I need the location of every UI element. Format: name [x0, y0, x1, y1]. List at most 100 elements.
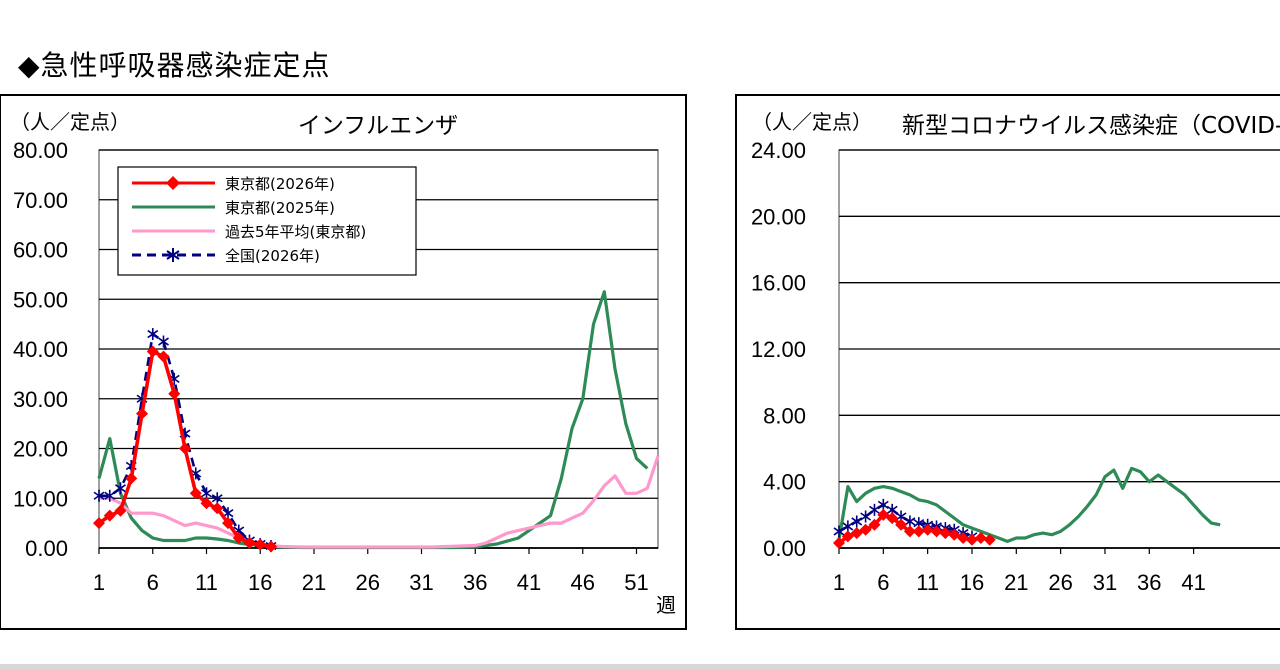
covid-y-axis-label: （人／定点） [752, 110, 872, 134]
influenza-x-tick-label: 16 [248, 570, 272, 595]
covid-y-tick-label: 24.00 [751, 138, 806, 163]
influenza-point-diamond [93, 517, 105, 530]
covid-point-diamond [930, 525, 943, 538]
influenza-y-tick-label: 50.00 [13, 287, 68, 312]
legend-asterisk-marker [166, 248, 180, 262]
influenza-y-axis-label: （人／定点） [10, 110, 130, 134]
influenza-point-diamond [232, 532, 245, 545]
covid-point-diamond [957, 532, 970, 545]
covid-x-tick-label: 1 [833, 570, 845, 595]
covid-x-tick-label: 21 [1004, 570, 1028, 595]
covid-x-tick-label: 31 [1093, 570, 1117, 595]
covid-series-line-1 [837, 466, 1221, 544]
influenza-point-diamond [114, 504, 127, 517]
covid-point-asterisk [851, 515, 863, 528]
covid-point-diamond [921, 523, 934, 536]
influenza-point-diamond [265, 540, 277, 553]
influenza-point-diamond [103, 509, 116, 522]
influenza-point-asterisk [147, 328, 159, 341]
covid-x-tick-label: 41 [1181, 570, 1205, 595]
legend-label-tokyo-2026: 東京都(2026年) [225, 175, 335, 193]
influenza-point-diamond [200, 497, 213, 510]
covid-point-diamond [974, 532, 987, 545]
covid-x-tick-label: 16 [960, 570, 984, 595]
legend-diamond-marker [166, 176, 180, 190]
legend-label-tokyo-2025: 東京都(2025年) [225, 199, 335, 217]
covid-y-tick-label: 20.00 [751, 204, 806, 229]
influenza-y-tick-label: 30.00 [13, 387, 68, 412]
covid-x-tick-label: 6 [877, 570, 889, 595]
influenza-x-tick-label: 6 [147, 570, 159, 595]
influenza-point-diamond [168, 387, 181, 400]
influenza-point-diamond [254, 538, 267, 551]
legend-box [117, 166, 417, 276]
influenza-point-asterisk [104, 489, 116, 502]
influenza-point-diamond [125, 472, 138, 485]
covid-plot-grid [838, 149, 1280, 549]
covid-y-tick-label: 16.00 [751, 271, 806, 296]
influenza-x-tick-label: 1 [93, 570, 105, 595]
influenza-legend: 東京都(2026年) 東京都(2025年) 過去5年平均(東京都) 全国(202… [117, 166, 417, 276]
influenza-y-tick-label: 10.00 [13, 486, 68, 511]
influenza-x-tick-label: 46 [571, 570, 595, 595]
influenza-point-asterisk [115, 482, 126, 495]
influenza-x-ticks: 1 6 11 16 21 26 31 36 41 46 51 [93, 548, 649, 595]
covid-point-diamond [859, 523, 872, 536]
covid-y-tick-label: 4.00 [763, 470, 806, 495]
covid-point-diamond [912, 525, 925, 538]
influenza-point-diamond [146, 345, 159, 358]
influenza-chart-title: インフルエンザ [298, 113, 458, 139]
covid-point-diamond [903, 525, 916, 538]
influenza-x-tick-label: 41 [517, 570, 541, 595]
covid-point-diamond [965, 533, 978, 546]
covid-point-diamond [877, 508, 890, 521]
influenza-y-tick-label: 60.00 [13, 238, 68, 263]
influenza-x-tick-label: 11 [195, 570, 218, 595]
covid-point-asterisk [869, 503, 880, 516]
covid-y-tick-label: 12.00 [751, 337, 806, 362]
influenza-point-diamond [179, 442, 191, 455]
influenza-point-asterisk [93, 489, 105, 502]
influenza-point-diamond [211, 502, 224, 515]
covid-point-diamond [948, 528, 961, 541]
covid-point-asterisk [833, 525, 845, 538]
influenza-y-tick-label: 20.00 [13, 437, 68, 462]
covid-series [833, 466, 1221, 550]
influenza-y-tick-label: 80.00 [13, 138, 68, 163]
influenza-y-tick-label: 0.00 [25, 536, 68, 561]
influenza-point-diamond [157, 350, 170, 363]
influenza-y-tick-label: 70.00 [13, 188, 68, 213]
influenza-x-axis-label: 週 [656, 593, 676, 617]
influenza-x-tick-label: 36 [463, 570, 487, 595]
influenza-point-diamond [189, 487, 202, 500]
influenza-y-ticks: 0.00 10.00 20.00 30.00 40.00 50.00 60.00 70.00 8… [13, 138, 68, 561]
influenza-series-line-2 [99, 455, 660, 549]
covid-point-asterisk [860, 510, 872, 523]
page-title: ◆急性呼吸器感染症定点 [18, 49, 331, 82]
covid-x-tick-label: 11 [916, 570, 939, 595]
legend-label-national-2026: 全国(2026年) [225, 247, 320, 265]
influenza-series [93, 290, 660, 553]
covid-y-tick-label: 8.00 [763, 403, 806, 428]
covid-x-ticks: 1 6 11 16 21 26 31 36 41 [833, 548, 1206, 595]
covid-point-diamond [868, 518, 881, 531]
covid-x-tick-label: 36 [1137, 570, 1161, 595]
legend-label-5yr-avg: 過去5年平均(東京都) [225, 223, 366, 241]
influenza-x-tick-label: 21 [302, 570, 326, 595]
covid-y-ticks: 0.00 4.00 8.00 12.00 16.00 20.00 24.00 [751, 138, 806, 561]
covid-point-diamond [833, 537, 845, 550]
covid-point-diamond [983, 533, 996, 546]
influenza-y-tick-label: 40.00 [13, 337, 68, 362]
covid-x-tick-label: 26 [1048, 570, 1072, 595]
covid-point-diamond [850, 527, 863, 540]
influenza-point-diamond [222, 517, 234, 530]
influenza-point-diamond [136, 407, 148, 420]
influenza-point-diamond [243, 537, 256, 550]
covid-point-diamond [886, 512, 899, 525]
influenza-x-tick-label: 51 [624, 570, 648, 595]
covid-point-diamond [841, 530, 854, 543]
influenza-x-tick-label: 26 [356, 570, 380, 595]
covid-point-diamond [895, 518, 908, 531]
influenza-point-asterisk [158, 335, 169, 348]
